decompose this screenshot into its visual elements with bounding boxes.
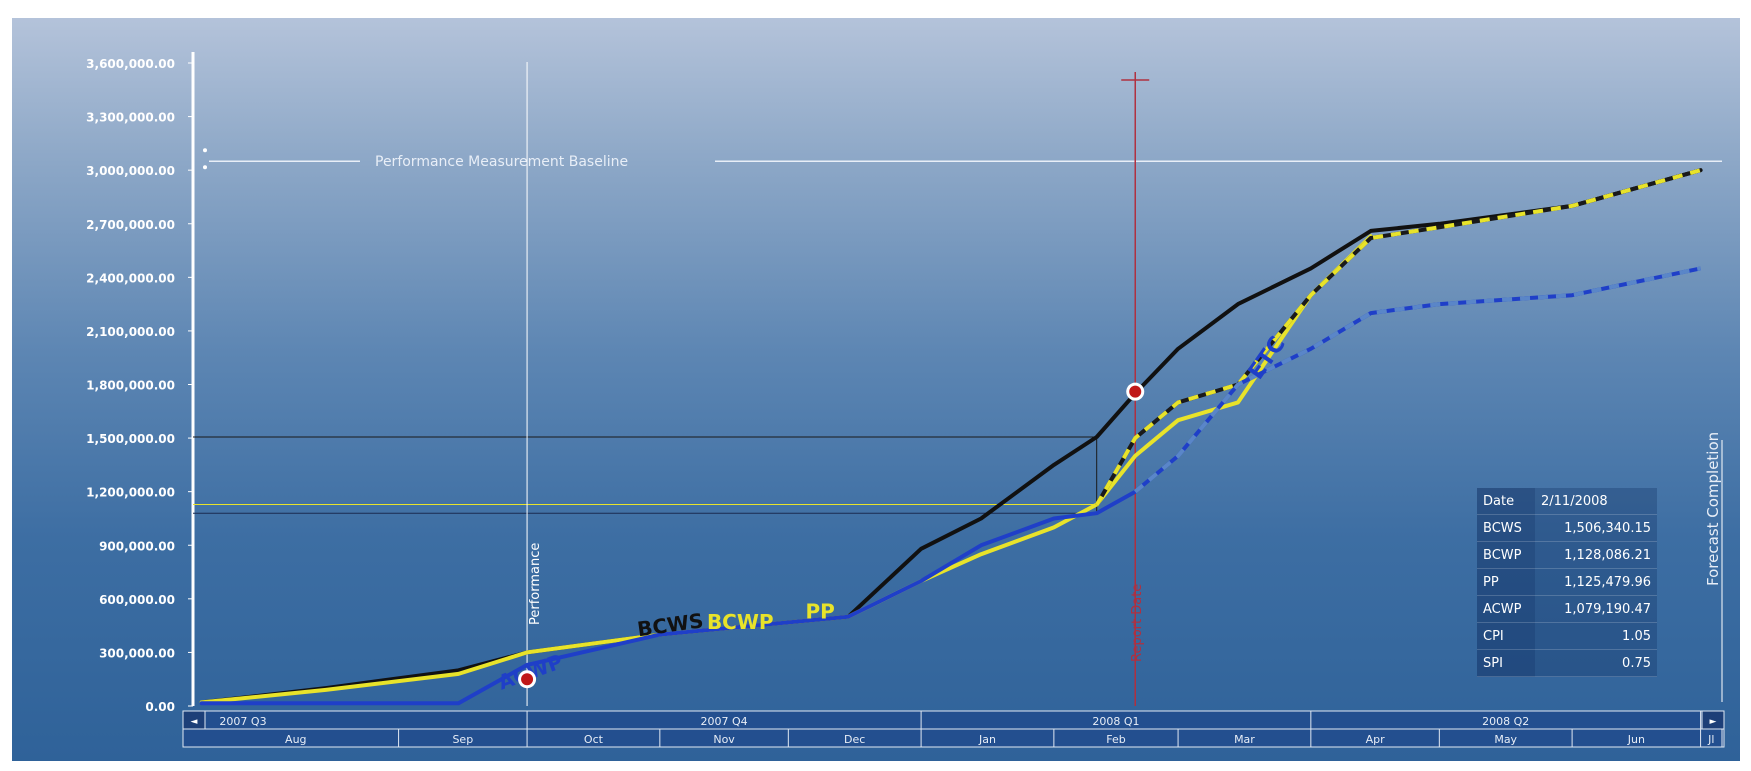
table-row-value: 0.75 — [1535, 649, 1657, 677]
y-tick-label: 2,700,000.00 — [86, 218, 175, 232]
series-label-bcws: BCWS — [636, 608, 705, 641]
series-pp-line — [1094, 168, 1702, 506]
y-tick-label: 3,600,000.00 — [86, 57, 175, 71]
y-tick-label: 1,200,000.00 — [86, 486, 175, 500]
scroll-left-button[interactable] — [182, 710, 206, 730]
y-tick-label: 600,000.00 — [99, 593, 175, 607]
scroll-left-arrow-icon[interactable]: ◄ — [191, 717, 198, 727]
scroll-right-arrow-icon[interactable]: ► — [1710, 717, 1717, 727]
vline-forecast-completion-label: Forecast Completion — [1704, 432, 1722, 586]
month-label-nov: Nov — [713, 733, 735, 746]
y-tick-label: 3,300,000.00 — [86, 111, 175, 125]
table-row-label: PP — [1477, 568, 1535, 596]
table-row-label: Date — [1477, 488, 1535, 515]
y-tick-label: 2,400,000.00 — [86, 271, 175, 285]
baseline-handle-dot — [203, 148, 207, 153]
status-marker — [521, 673, 534, 686]
table-row-value: 1,506,340.15 — [1535, 514, 1657, 542]
month-label-jan: Jan — [978, 733, 996, 746]
month-label-jl: Jl — [1707, 733, 1714, 746]
month-label-aug: Aug — [285, 733, 306, 746]
series-bcwp-line — [199, 234, 1373, 705]
quarter-label-2007-q4: 2007 Q4 — [701, 715, 748, 728]
table-row: SPI 0.75 — [1477, 649, 1657, 677]
series-bcws-line — [199, 168, 1703, 705]
table-row-label: SPI — [1477, 649, 1535, 677]
month-label-may: May — [1494, 733, 1517, 746]
quarter-label-2008-q1: 2008 Q1 — [1092, 715, 1139, 728]
series-acwp-line — [199, 489, 1138, 706]
month-label-sep: Sep — [452, 733, 473, 746]
month-label-dec: Dec — [844, 733, 865, 746]
series-etc-underlay — [1133, 266, 1702, 494]
vline-performance-label: Performance — [528, 543, 543, 625]
table-row-label: ACWP — [1477, 595, 1535, 623]
table-row-value: 2/11/2008 — [1535, 488, 1657, 515]
status-marker-ring — [1129, 0, 1142, 3]
table-row-label: BCWP — [1477, 541, 1535, 569]
baseline-label: Performance Measurement Baseline — [375, 154, 628, 170]
status-marker — [1129, 385, 1142, 398]
table-row: PP 1,125,479.96 — [1477, 568, 1657, 596]
table-row-value: 1.05 — [1535, 622, 1657, 650]
quarter-label-2007-q3: 2007 Q3 — [219, 715, 266, 728]
month-label-jun: Jun — [1627, 733, 1645, 746]
quarter-label-2008-q2: 2008 Q2 — [1482, 715, 1529, 728]
month-label-apr: Apr — [1366, 733, 1386, 746]
table-row-value: 1,079,190.47 — [1535, 595, 1657, 623]
table-row: CPI 1.05 — [1477, 622, 1657, 650]
y-tick-label: 3,000,000.00 — [86, 164, 175, 178]
vline-report-date-label: Report Date — [1130, 584, 1145, 662]
table-row: Date 2/11/2008 — [1477, 488, 1657, 515]
y-tick-label: 300,000.00 — [99, 646, 175, 660]
month-label-mar: Mar — [1234, 733, 1255, 746]
table-row: BCWP 1,128,086.21 — [1477, 541, 1657, 569]
scroll-right-button[interactable] — [1701, 710, 1725, 730]
series-label-bcwp: BCWP — [707, 610, 774, 634]
table-row-value: 1,125,479.96 — [1535, 568, 1657, 596]
y-tick-label: 1,500,000.00 — [86, 432, 175, 446]
month-label-oct: Oct — [584, 733, 604, 746]
y-tick-label: 2,100,000.00 — [86, 325, 175, 339]
table-row: ACWP 1,079,190.47 — [1477, 595, 1657, 623]
chart-panel — [12, 18, 1740, 761]
table-row-label: BCWS — [1477, 514, 1535, 542]
y-tick-label: 0.00 — [145, 700, 175, 714]
baseline-handle-dot — [203, 165, 207, 170]
table-row-label: CPI — [1477, 622, 1535, 650]
series-label-pp: PP — [805, 599, 834, 623]
series-etc-line — [1133, 266, 1702, 494]
y-tick-label: 900,000.00 — [99, 539, 175, 553]
status-data-table: Date 2/11/2008 BCWS 1,506,340.15 BCWP 1,128,0… — [1477, 488, 1657, 677]
table-row-value: 1,128,086.21 — [1535, 541, 1657, 569]
table-row: BCWS 1,506,340.15 — [1477, 514, 1657, 542]
month-label-feb: Feb — [1106, 733, 1125, 746]
y-tick-label: 1,800,000.00 — [86, 379, 175, 393]
series-pp-underlay — [1094, 168, 1702, 506]
